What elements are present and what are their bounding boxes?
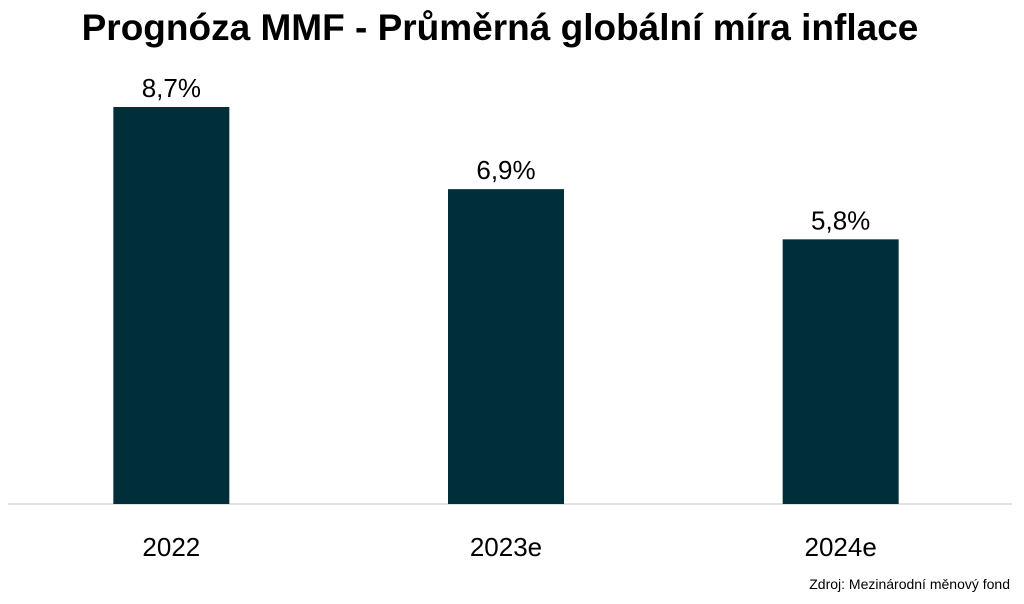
value-label-2023e: 6,9%	[476, 155, 535, 185]
bars-group	[113, 107, 899, 505]
chart-title: Prognóza MMF - Průměrná globální míra in…	[81, 7, 919, 48]
value-label-2024e: 5,8%	[811, 205, 870, 235]
bar-2023e	[448, 189, 564, 504]
x-tick-label-2022: 2022	[142, 532, 200, 562]
source-note: Zdroj: Mezinárodní měnový fond	[809, 576, 1010, 592]
value-labels-group: 8,7% 6,9% 5,8%	[142, 73, 871, 235]
bar-2022	[113, 107, 230, 504]
x-tick-labels-group: 2022 2023e 2024e	[142, 532, 876, 562]
x-tick-label-2024e: 2024e	[805, 532, 877, 562]
x-tick-label-2023e: 2023e	[470, 532, 542, 562]
value-label-2022: 8,7%	[142, 73, 201, 103]
bar-2024e	[782, 239, 899, 505]
